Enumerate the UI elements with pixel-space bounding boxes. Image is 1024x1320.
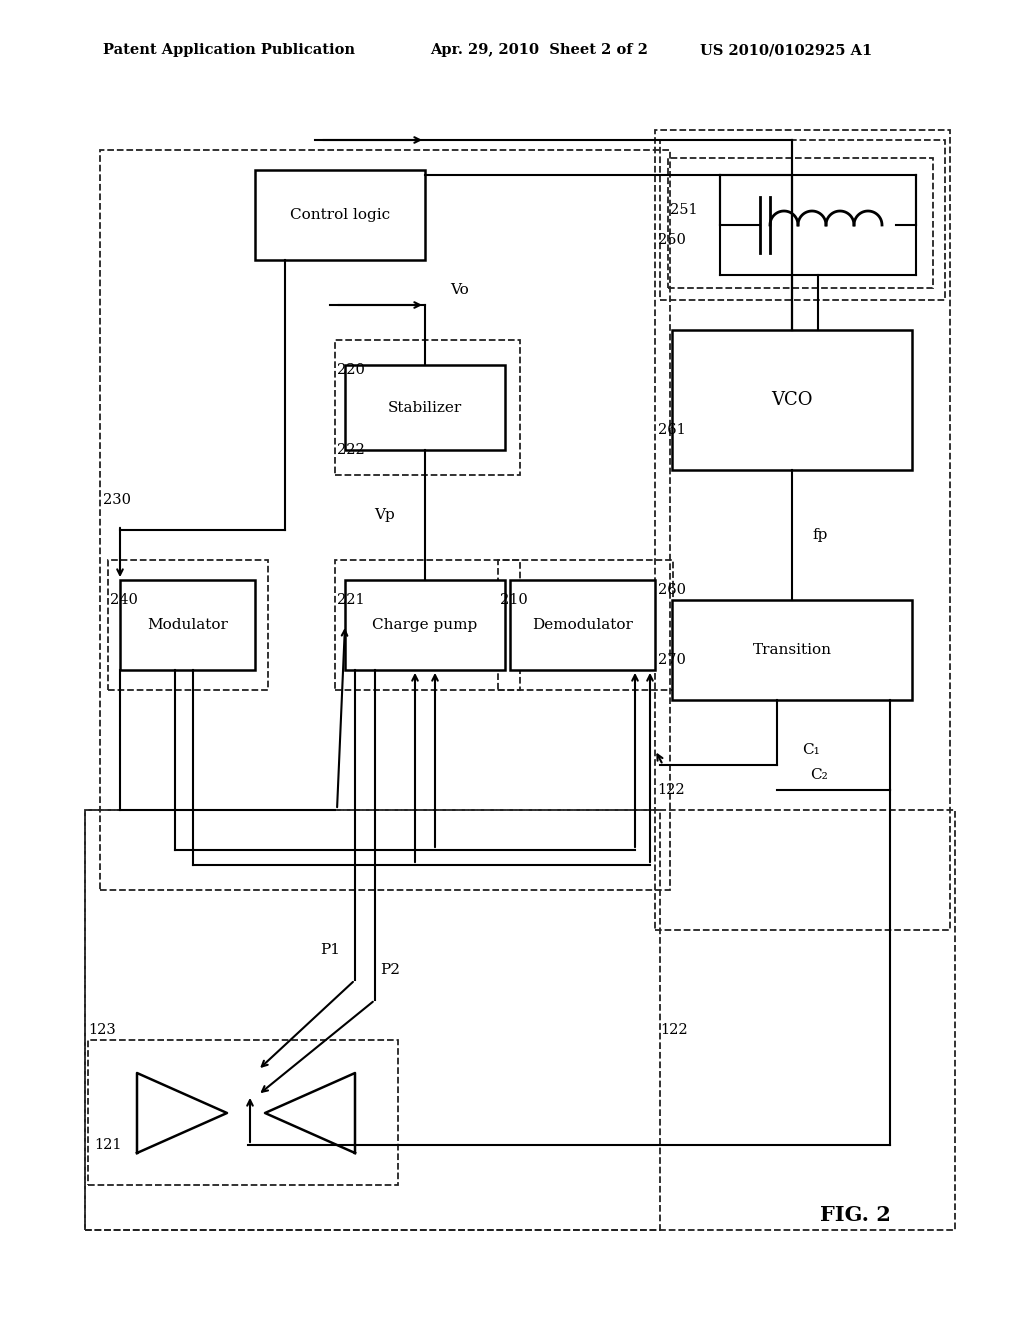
Text: 123: 123 (88, 1023, 116, 1038)
Bar (120, 579, 255, 671)
Bar (672, 330, 912, 470)
Text: fp: fp (812, 528, 827, 543)
Bar (345, 579, 505, 671)
Bar (88, 1040, 398, 1185)
Text: 270: 270 (658, 653, 686, 667)
Text: Charge pump: Charge pump (373, 618, 477, 632)
Bar (510, 579, 655, 671)
Text: US 2010/0102925 A1: US 2010/0102925 A1 (700, 44, 872, 57)
Text: 250: 250 (658, 234, 686, 247)
Text: C₁: C₁ (802, 743, 820, 756)
Text: 121: 121 (94, 1138, 122, 1152)
Text: 230: 230 (103, 492, 131, 507)
Text: 122: 122 (660, 1023, 688, 1038)
Bar (655, 129, 950, 931)
Text: C₂: C₂ (810, 768, 827, 781)
Bar (85, 810, 955, 1230)
Bar (335, 560, 520, 690)
Text: Apr. 29, 2010  Sheet 2 of 2: Apr. 29, 2010 Sheet 2 of 2 (430, 44, 648, 57)
Bar (668, 158, 933, 288)
Text: Transition: Transition (753, 643, 831, 657)
Bar (672, 601, 912, 700)
Text: 222: 222 (337, 444, 365, 457)
Text: Stabilizer: Stabilizer (388, 400, 462, 414)
Text: 210: 210 (500, 593, 527, 607)
Text: 251: 251 (670, 203, 697, 216)
Bar (660, 140, 945, 300)
Bar (498, 560, 673, 690)
Text: Control logic: Control logic (290, 209, 390, 222)
Bar (100, 150, 670, 890)
Text: 261: 261 (658, 422, 686, 437)
Text: FIG. 2: FIG. 2 (820, 1205, 891, 1225)
Text: Vp: Vp (374, 508, 395, 521)
Text: P1: P1 (319, 942, 340, 957)
Text: P2: P2 (380, 964, 400, 977)
Text: 240: 240 (110, 593, 138, 607)
Text: 221: 221 (337, 593, 365, 607)
Bar (345, 366, 505, 450)
Bar (335, 341, 520, 475)
Bar (108, 560, 268, 690)
Text: 260: 260 (658, 583, 686, 597)
Text: Vo: Vo (450, 282, 469, 297)
Text: Modulator: Modulator (147, 618, 228, 632)
Text: 220: 220 (337, 363, 365, 378)
Text: VCO: VCO (771, 391, 813, 409)
Text: Demodulator: Demodulator (532, 618, 633, 632)
Bar (85, 810, 660, 1230)
Bar (255, 170, 425, 260)
Text: Patent Application Publication: Patent Application Publication (103, 44, 355, 57)
Text: 122: 122 (657, 783, 685, 797)
